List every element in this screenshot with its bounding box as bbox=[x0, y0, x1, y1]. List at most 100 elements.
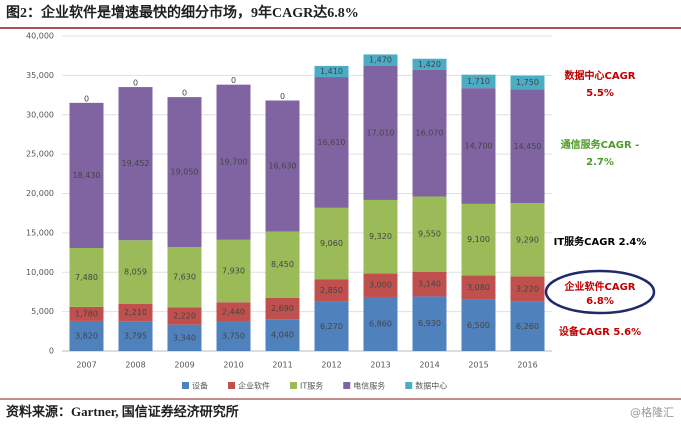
y-tick-label: 0 bbox=[49, 347, 54, 356]
annotation: 数据中心CAGR bbox=[565, 69, 636, 82]
source: 资料来源：Gartner, 国信证券经济研究所 bbox=[6, 404, 239, 419]
legend-swatch bbox=[182, 382, 189, 389]
value-label: 0 bbox=[280, 92, 285, 101]
x-tick-label: 2012 bbox=[321, 361, 341, 370]
value-label: 3,820 bbox=[75, 331, 98, 340]
value-label: 6,860 bbox=[369, 319, 392, 328]
x-tick-label: 2013 bbox=[370, 361, 390, 370]
annotation: 6.8% bbox=[586, 296, 614, 307]
value-label: 4,040 bbox=[271, 331, 294, 340]
value-label: 2,210 bbox=[124, 308, 147, 317]
bar-segment bbox=[314, 77, 349, 208]
value-label: 7,630 bbox=[173, 273, 196, 282]
bar-segment bbox=[167, 97, 202, 248]
value-label: 2,690 bbox=[271, 304, 294, 313]
bar-segment bbox=[412, 196, 447, 272]
bar-segment bbox=[167, 324, 202, 351]
value-label: 3,220 bbox=[516, 285, 539, 294]
bar-segment bbox=[167, 247, 202, 308]
x-tick-label: 2010 bbox=[223, 361, 243, 370]
bar-segment bbox=[363, 199, 398, 274]
value-label: 6,930 bbox=[418, 319, 441, 328]
value-label: 1,470 bbox=[369, 56, 392, 65]
value-label: 3,000 bbox=[369, 281, 392, 290]
bar-segment bbox=[510, 203, 545, 277]
bar-segment bbox=[510, 301, 545, 351]
value-label: 9,550 bbox=[418, 230, 441, 239]
bar-segment bbox=[314, 279, 349, 302]
bar-segment bbox=[363, 54, 398, 67]
bar-segment bbox=[118, 87, 153, 241]
bar-segment bbox=[265, 319, 300, 351]
bar-segment bbox=[314, 65, 349, 78]
bar-segment bbox=[412, 296, 447, 351]
bar-segment bbox=[118, 303, 153, 322]
value-label: 0 bbox=[133, 79, 138, 88]
highlight-ellipse bbox=[544, 269, 656, 315]
bar-segment bbox=[118, 321, 153, 351]
value-label: 2,220 bbox=[173, 311, 196, 320]
x-tick-label: 2007 bbox=[76, 361, 96, 370]
bar-segment bbox=[461, 74, 496, 89]
annotation: 5.5% bbox=[586, 88, 614, 99]
bar-segment bbox=[363, 273, 398, 297]
legend-swatch bbox=[228, 382, 235, 389]
value-label: 19,700 bbox=[220, 158, 248, 167]
value-label: 16,630 bbox=[269, 161, 297, 170]
value-label: 3,340 bbox=[173, 333, 196, 342]
legend-label: 电信服务 bbox=[353, 381, 385, 391]
bar-segment bbox=[510, 89, 545, 204]
bar-segment bbox=[510, 276, 545, 302]
bar-segment bbox=[69, 247, 104, 307]
value-label: 1,750 bbox=[516, 78, 539, 87]
x-tick-label: 2016 bbox=[517, 361, 537, 370]
bar-segment bbox=[314, 207, 349, 280]
legend-swatch bbox=[405, 382, 413, 389]
y-tick-label: 40,000 bbox=[26, 32, 54, 41]
value-label: 0 bbox=[84, 94, 89, 103]
value-label: 14,700 bbox=[465, 142, 493, 151]
value-label: 6,270 bbox=[320, 322, 343, 331]
value-label: 16,610 bbox=[318, 138, 346, 147]
value-label: 9,060 bbox=[320, 239, 343, 248]
legend-label: 数据中心 bbox=[415, 381, 447, 391]
x-tick-label: 2014 bbox=[419, 361, 439, 370]
legend-swatch bbox=[343, 382, 351, 389]
bar-segment bbox=[69, 306, 104, 321]
x-tick-label: 2015 bbox=[468, 361, 488, 370]
bar-segment bbox=[363, 296, 398, 351]
bar-segment bbox=[461, 203, 496, 276]
bar-segment bbox=[510, 75, 545, 90]
value-label: 6,260 bbox=[516, 322, 539, 331]
value-label: 19,050 bbox=[171, 168, 199, 177]
annotation: 通信服务CAGR - bbox=[561, 138, 640, 151]
value-label: 17,010 bbox=[367, 128, 395, 137]
annotation: 企业软件CAGR bbox=[564, 280, 636, 293]
value-label: 8,059 bbox=[124, 267, 147, 276]
annotation: 设备CAGR 5.6% bbox=[559, 325, 641, 338]
value-label: 8,450 bbox=[271, 260, 294, 269]
value-label: 9,290 bbox=[516, 235, 539, 244]
y-tick-label: 30,000 bbox=[26, 110, 54, 119]
y-tick-label: 5,000 bbox=[31, 307, 54, 316]
value-label: 6,500 bbox=[467, 321, 490, 330]
value-label: 3,750 bbox=[222, 332, 245, 341]
value-label: 3,140 bbox=[418, 280, 441, 289]
bar-segment bbox=[167, 307, 202, 325]
bar-segment bbox=[412, 271, 447, 297]
legend-swatch bbox=[290, 382, 297, 389]
value-label: 16,070 bbox=[416, 129, 444, 138]
value-label: 1,420 bbox=[418, 60, 441, 69]
watermark: @格隆汇 bbox=[630, 405, 674, 419]
chart-title: 图2：企业软件是增速最快的细分市场，9年CAGR达6.8% bbox=[6, 4, 359, 21]
bar-segment bbox=[314, 301, 349, 351]
value-label: 7,480 bbox=[75, 273, 98, 282]
bar-segment bbox=[69, 102, 104, 248]
bar-segment bbox=[461, 88, 496, 204]
value-label: 1,780 bbox=[75, 309, 98, 318]
x-tick-label: 2011 bbox=[272, 361, 292, 370]
bar-segment bbox=[265, 298, 300, 320]
y-tick-label: 35,000 bbox=[26, 71, 54, 80]
value-label: 3,080 bbox=[467, 283, 490, 292]
